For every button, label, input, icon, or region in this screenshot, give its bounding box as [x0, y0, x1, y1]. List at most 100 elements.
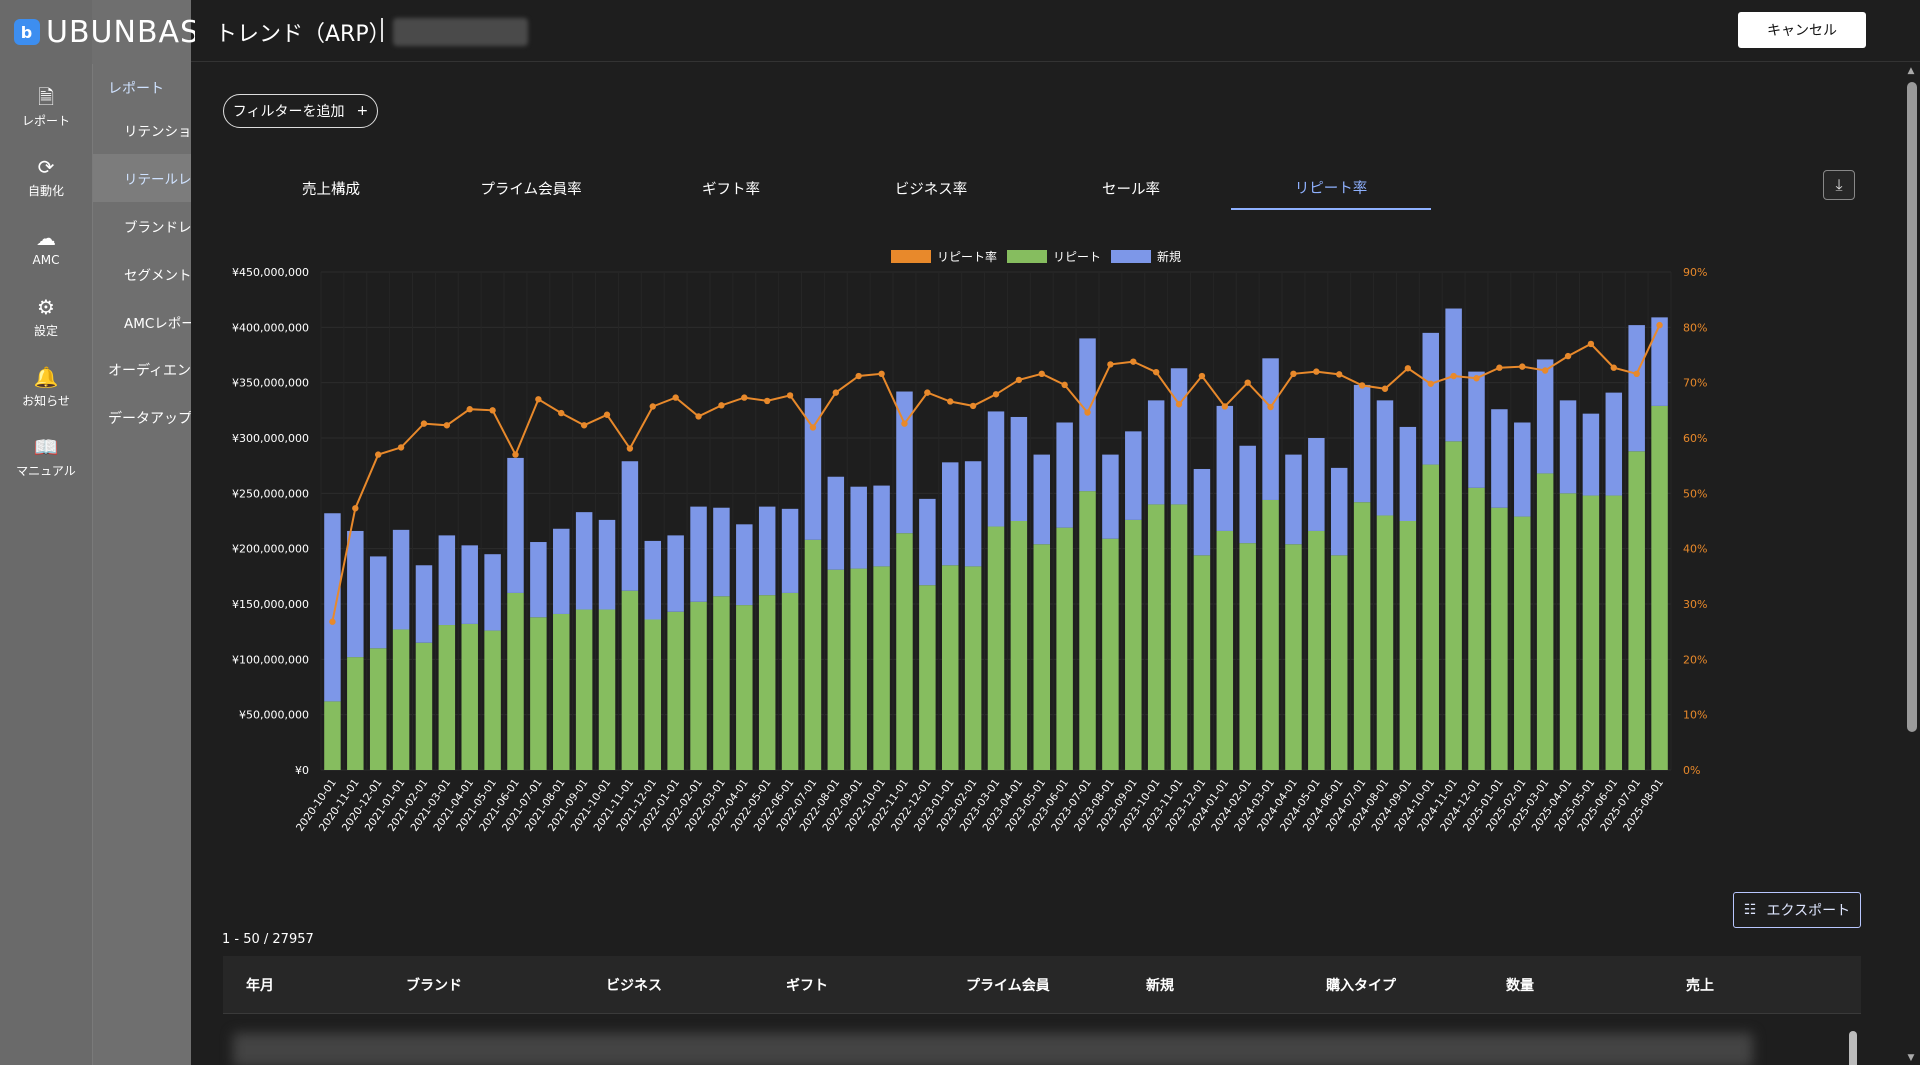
scroll-up-arrow-icon[interactable]: ▲: [1907, 66, 1915, 76]
tab-repeat-rate[interactable]: リピート率: [1231, 166, 1431, 210]
repeat-rate-point: [1496, 364, 1503, 371]
bar-new: [1239, 445, 1256, 544]
add-filter-button[interactable]: フィルターを追加 +: [223, 94, 378, 128]
tab-sales-composition[interactable]: 売上構成: [302, 181, 360, 198]
plus-icon: +: [356, 103, 369, 119]
legend-item-repeat-rate[interactable]: リピート率: [891, 248, 997, 265]
bar-new: [1056, 422, 1073, 528]
bar-repeat: [964, 566, 982, 770]
rail-item-report[interactable]: 🗎 レポート: [0, 76, 92, 138]
legend-item-repeat[interactable]: リピート: [1007, 248, 1101, 265]
repeat-rate-point: [535, 396, 542, 403]
bar-repeat: [804, 539, 822, 770]
brand-logo[interactable]: b UBUNBASE: [0, 0, 195, 64]
bar-new: [964, 461, 982, 567]
repeat-rate-point: [1038, 370, 1045, 378]
column-header-brand[interactable]: ブランド: [406, 978, 462, 994]
subnav-item-retail[interactable]: リテールレポ: [93, 154, 196, 202]
bar-new: [1193, 468, 1211, 556]
book-icon: 📖: [33, 434, 59, 459]
gear-icon: ⚙: [37, 294, 55, 319]
table-scrollbar[interactable]: [1847, 1015, 1859, 1065]
column-header-purchase-type[interactable]: 購入タイプ: [1326, 978, 1396, 994]
bar-repeat: [1468, 487, 1485, 770]
bar-new: [1353, 384, 1371, 503]
brand-name: UBUNBASE: [46, 14, 195, 50]
icon-rail: [0, 0, 92, 1065]
rail-item-cloud[interactable]: ☁ AMC: [0, 216, 92, 278]
subnav-item-brand[interactable]: ブランドレポー: [124, 220, 196, 236]
bar-new: [736, 524, 753, 606]
bar-repeat: [1536, 473, 1554, 770]
rail-label: お知らせ: [22, 393, 70, 408]
y-tick-label: ¥400,000,000: [232, 321, 309, 334]
table-scroll-thumb[interactable]: [1849, 1031, 1857, 1065]
trend-chart: ¥0 0% ¥50,000,000 10% ¥100,000,000 20% ¥150,00…: [232, 266, 1707, 834]
column-header-prime[interactable]: プライム会員: [966, 978, 1050, 994]
bar-new: [850, 486, 867, 569]
repeat-rate-point: [695, 413, 702, 420]
repeat-rate-point: [1404, 365, 1412, 372]
subnav-item-data-upload[interactable]: データアップロー: [108, 411, 196, 427]
subnav-item-audience[interactable]: オーディエンス作: [108, 363, 196, 379]
column-header-gift[interactable]: ギフト: [786, 978, 828, 994]
column-header-month[interactable]: 年月: [246, 978, 274, 994]
tab-sale-rate[interactable]: セール率: [1102, 181, 1160, 198]
repeat-rate-point: [1198, 372, 1206, 380]
repeat-rate-point: [512, 451, 519, 458]
bar-new: [804, 398, 822, 540]
column-header-sales[interactable]: 売上: [1686, 978, 1714, 994]
bar-new: [1559, 400, 1577, 494]
subnav-item-retention[interactable]: リテンションレ: [124, 124, 196, 140]
rail-label: マニュアル: [16, 463, 76, 478]
download-chart-button[interactable]: ⤓: [1823, 170, 1855, 200]
repeat-rate-point: [1290, 370, 1297, 378]
bar-repeat: [1308, 530, 1325, 770]
subnav-section-report[interactable]: レポート: [108, 81, 164, 97]
bar-repeat: [324, 701, 341, 770]
column-header-business[interactable]: ビジネス: [606, 978, 662, 994]
repeat-rate-point: [1587, 340, 1595, 348]
y2-tick-label: 10%: [1683, 709, 1707, 722]
column-header-new[interactable]: 新規: [1146, 978, 1174, 994]
bar-repeat: [553, 613, 570, 770]
tab-prime-rate[interactable]: プライム会員率: [480, 181, 582, 198]
rail-label: 設定: [33, 323, 58, 338]
bar-new: [827, 476, 845, 570]
page-scrollbar[interactable]: ▲ ▼: [1902, 62, 1920, 1065]
rail-item-automation[interactable]: ⟳ 自動化: [0, 146, 92, 208]
legend-item-new[interactable]: 新規: [1111, 248, 1181, 265]
export-button[interactable]: ☷ エクスポート: [1733, 892, 1861, 928]
table-row[interactable]: [233, 1033, 1753, 1065]
bar-new: [621, 461, 639, 591]
bar-new: [575, 512, 593, 610]
bar-repeat: [919, 585, 936, 770]
y2-tick-label: 90%: [1683, 266, 1707, 279]
bar-new: [1308, 438, 1325, 531]
repeat-rate-point: [580, 422, 588, 429]
subnav-item-amc[interactable]: AMCレポー: [124, 316, 195, 332]
table-header: 年月 ブランド ビジネス ギフト プライム会員 新規 購入タイプ 数量 売上: [223, 956, 1861, 1014]
bar-repeat: [1376, 515, 1394, 770]
page-scroll-thumb[interactable]: [1907, 82, 1917, 732]
subnav-item-segment[interactable]: セグメント注: [124, 268, 196, 284]
legend-swatch-new: [1111, 250, 1152, 263]
y-tick-label: ¥350,000,000: [232, 377, 309, 390]
rail-item-gear[interactable]: ⚙ 設定: [0, 286, 92, 348]
tab-business-rate[interactable]: ビジネス率: [894, 181, 968, 198]
scroll-down-arrow-icon[interactable]: ▼: [1907, 1053, 1915, 1063]
column-header-quantity[interactable]: 数量: [1506, 978, 1534, 994]
rail-item-bell[interactable]: 🔔 お知らせ: [0, 356, 92, 418]
y-tick-label: ¥250,000,000: [232, 487, 309, 500]
cancel-button[interactable]: キャンセル: [1738, 12, 1866, 48]
bar-repeat: [1262, 499, 1279, 770]
logo-icon: b: [14, 19, 40, 45]
bar-repeat: [896, 533, 913, 770]
bar-repeat: [850, 568, 867, 770]
bar-new: [392, 529, 410, 630]
bar-repeat: [1033, 544, 1050, 770]
bar-new: [1285, 454, 1302, 545]
rail-item-book[interactable]: 📖 マニュアル: [0, 426, 92, 488]
tab-gift-rate[interactable]: ギフト率: [702, 181, 760, 198]
legend-label-repeat: リピート: [1053, 250, 1102, 264]
